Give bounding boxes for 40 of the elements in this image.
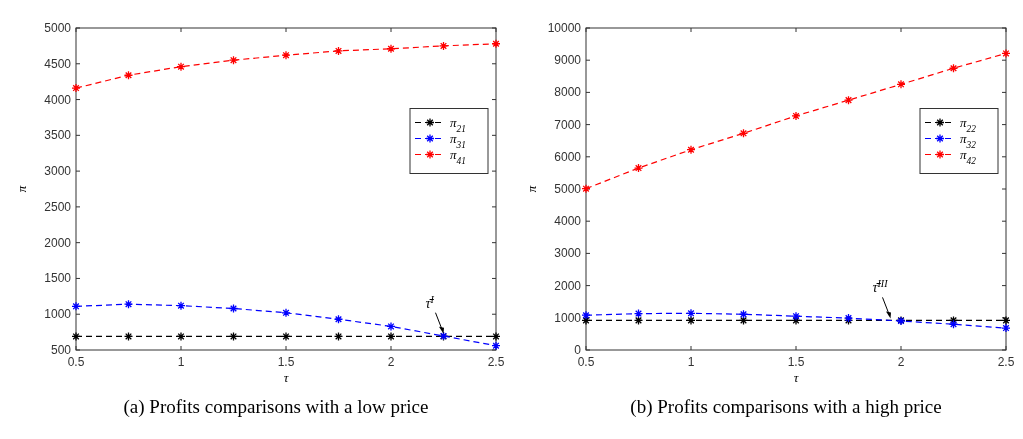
x-tick-label: 2 bbox=[897, 355, 905, 369]
y-tick-label: 8000 bbox=[554, 85, 582, 100]
y-tick-label: 4000 bbox=[554, 214, 582, 229]
text: (b) Profits comparisons with a high price bbox=[630, 396, 942, 418]
y-tick-label: 1500 bbox=[44, 271, 72, 286]
x-tick-label: 1.5 bbox=[787, 355, 805, 369]
text: (a) Profits comparisons with a low price bbox=[123, 396, 429, 418]
y-tick-label: 6000 bbox=[554, 149, 582, 164]
y-tick-label: 3000 bbox=[554, 246, 582, 261]
x-tick-label: 2.5 bbox=[487, 355, 505, 369]
y-tick-label: 4000 bbox=[44, 92, 72, 107]
y-tick-label: 2500 bbox=[44, 199, 72, 214]
y-tick-label: 10000 bbox=[547, 21, 582, 35]
y-tick-label: 500 bbox=[50, 343, 72, 357]
x-tick-label: 2.5 bbox=[997, 355, 1015, 369]
y-tick-label: 9000 bbox=[554, 53, 582, 68]
x-tick-label: 1.5 bbox=[277, 355, 295, 369]
x-axis-title: τ bbox=[793, 370, 800, 385]
x-tick-label: 0.5 bbox=[67, 355, 85, 369]
x-tick-label: 0.5 bbox=[577, 355, 595, 369]
y-tick-label: 5000 bbox=[44, 21, 72, 35]
y-tick-label: 7000 bbox=[554, 117, 582, 132]
y-tick-label: 0 bbox=[574, 343, 582, 357]
y-axis-title: π bbox=[14, 185, 29, 193]
y-tick-label: 2000 bbox=[44, 235, 72, 250]
y-tick-label: 3500 bbox=[44, 128, 72, 143]
y-tick-label: 2000 bbox=[554, 278, 582, 293]
legend-label: π$_{22}$ bbox=[960, 114, 977, 134]
y-axis-title: π bbox=[524, 185, 539, 193]
y-tick-label: 1000 bbox=[44, 307, 72, 322]
x-tick-label: 2 bbox=[387, 355, 395, 369]
annotation: τ̄$^{III}$ bbox=[872, 277, 889, 296]
x-tick-label: 1 bbox=[687, 355, 695, 369]
y-tick-label: 1000 bbox=[554, 310, 582, 325]
y-tick-label: 3000 bbox=[44, 164, 72, 179]
y-tick-label: 5000 bbox=[554, 182, 582, 196]
y-tick-label: 4500 bbox=[44, 56, 72, 71]
x-tick-label: 1 bbox=[177, 355, 185, 369]
legend-label: π$_{21}$ bbox=[450, 114, 466, 134]
x-axis-title: τ bbox=[283, 370, 290, 385]
